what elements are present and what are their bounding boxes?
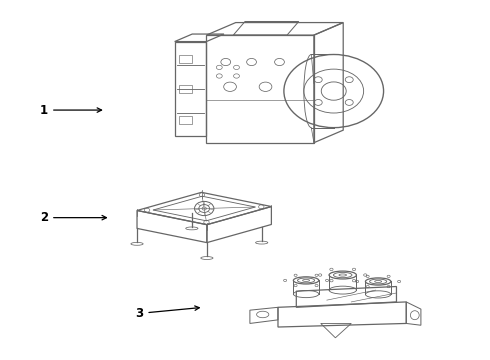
Text: 3: 3 (135, 306, 199, 320)
Text: 1: 1 (40, 104, 101, 117)
Text: 2: 2 (40, 211, 106, 224)
